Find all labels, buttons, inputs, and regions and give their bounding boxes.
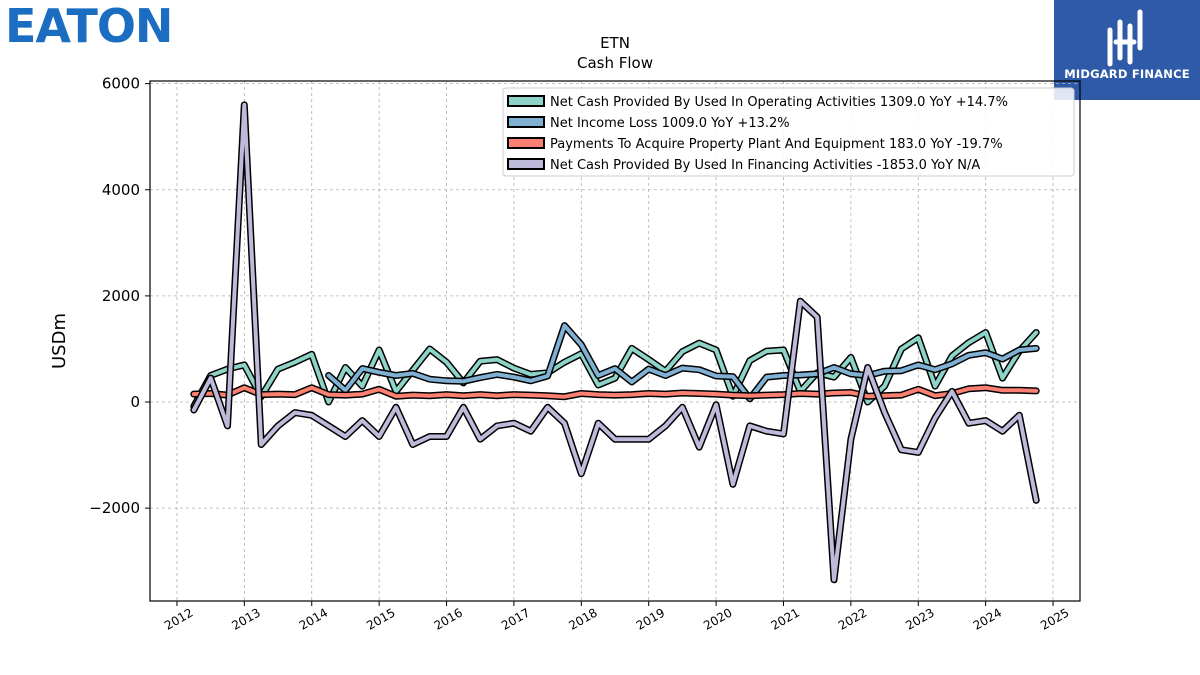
legend-label-0: Net Cash Provided By Used In Operating A… [550,95,1008,110]
eaton-logo-text: EATON [5,0,173,53]
series-line-2 [191,385,1039,399]
legend: Net Cash Provided By Used In Operating A… [502,87,1075,177]
x-tick-label: 2013 [229,605,262,632]
midgard-finance-logo: MIDGARD FINANCE [1054,0,1200,100]
y-tick-label: 2000 [102,287,140,305]
series-group [190,101,1040,584]
x-tick-label: 2012 [162,605,195,632]
legend-label-2: Payments To Acquire Property Plant And E… [550,137,1003,152]
x-tick-label: 2019 [634,605,667,632]
x-tick-label: 2017 [499,605,532,632]
legend-swatch-1 [507,116,545,128]
legend-box [502,87,1075,177]
y-tick-label: 4000 [102,181,140,199]
y-tick-label: 0 [130,393,140,411]
eaton-logo: EATON [5,3,173,49]
legend-swatch-3 [507,158,545,170]
series-line-1 [326,323,1039,401]
y-tick-label: −2000 [89,499,140,517]
x-tick-label: 2020 [701,605,734,632]
y-axis-label: USDm [49,313,70,369]
x-tick-label: 2018 [566,605,599,632]
chart-subtitle: Cash Flow [577,54,653,72]
plot-frame [149,80,1081,602]
legend-label-1: Net Income Loss 1009.0 YoY +13.2% [550,116,790,131]
x-tick-label: 2021 [769,605,802,632]
x-tick-label: 2023 [903,605,936,632]
x-tick-label: 2016 [432,605,465,632]
logo-emblem [1107,9,1143,67]
series-line-0 [191,330,1039,409]
legend-swatch-2 [507,137,545,149]
legend-label-3: Net Cash Provided By Used In Financing A… [550,158,980,173]
x-tick-label: 2024 [971,605,1004,632]
x-tick-label: 2025 [1038,605,1071,632]
midgard-finance-name: MIDGARD FINANCE [1064,67,1190,81]
x-tick-label: 2014 [297,605,330,632]
x-tick-label: 2022 [836,605,869,632]
chart-title: ETN [600,34,630,52]
y-axis: −2000 0 2000 4000 6000 [89,75,150,517]
legend-swatch-0 [507,95,545,107]
x-axis: 2012 2013 2014 2015 2016 2017 2018 2019 2020 2021… [162,601,1072,633]
series-line-3 [191,102,1039,582]
y-tick-label: 6000 [102,75,140,93]
x-tick-label: 2015 [364,605,397,632]
logo-background [1054,0,1200,100]
midgard-finance-logo-mark [1054,0,1200,100]
